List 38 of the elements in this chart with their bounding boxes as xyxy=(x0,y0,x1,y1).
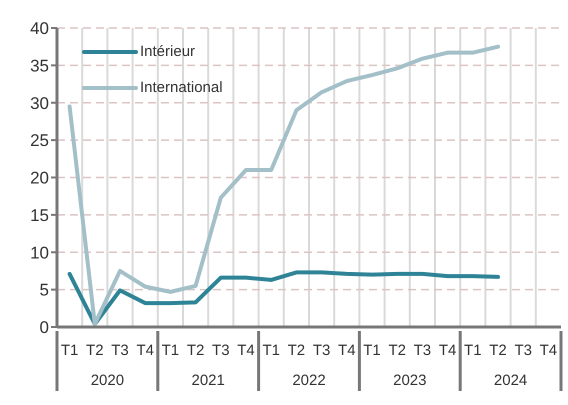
legend-label: Intérieur xyxy=(140,42,196,62)
x-tick-label: T4 xyxy=(438,342,456,359)
x-tick-label: T2 xyxy=(388,342,406,359)
x-tick-label: T4 xyxy=(338,342,356,359)
line-series xyxy=(68,270,500,326)
x-tick-label: T1 xyxy=(262,342,280,359)
x-tick-label: T1 xyxy=(363,342,381,359)
y-tick-label: 20 xyxy=(30,168,49,188)
x-tick-label: T3 xyxy=(212,342,230,359)
x-tick-label: T3 xyxy=(414,342,432,359)
legend-label: International xyxy=(140,78,223,98)
line-series xyxy=(68,44,500,326)
y-tick-label: 0 xyxy=(40,318,49,338)
text: 2021 xyxy=(192,372,225,389)
x-tick-label: T1 xyxy=(162,342,180,359)
x-tick-label: T4 xyxy=(237,342,255,359)
x-tick-label: T1 xyxy=(464,342,482,359)
x-tick-label: T2 xyxy=(186,342,204,359)
y-tick-label: 25 xyxy=(30,131,49,150)
x-tick-label: T2 xyxy=(288,342,306,359)
y-tick-label: 15 xyxy=(30,206,49,225)
text: 2024 xyxy=(494,372,528,389)
y-tick-label: 5 xyxy=(40,280,49,300)
y-tick-label: 35 xyxy=(30,56,49,76)
y-tick-label: 30 xyxy=(30,94,49,113)
text: 2020 xyxy=(90,372,124,389)
x-tick-label: T4 xyxy=(540,342,558,359)
x-tick-label: T3 xyxy=(111,342,129,359)
text: 2023 xyxy=(393,372,426,389)
x-tick-label: T3 xyxy=(514,342,532,359)
x-tick-label: T4 xyxy=(136,342,154,359)
x-tick-label: T2 xyxy=(489,342,507,359)
x-tick-label: T1 xyxy=(60,342,78,359)
y-tick-label: 10 xyxy=(30,243,49,262)
y-tick-label: 40 xyxy=(30,19,49,38)
x-tick-label: T2 xyxy=(86,342,104,359)
text: 2022 xyxy=(292,372,326,389)
x-tick-label: T3 xyxy=(312,342,330,359)
